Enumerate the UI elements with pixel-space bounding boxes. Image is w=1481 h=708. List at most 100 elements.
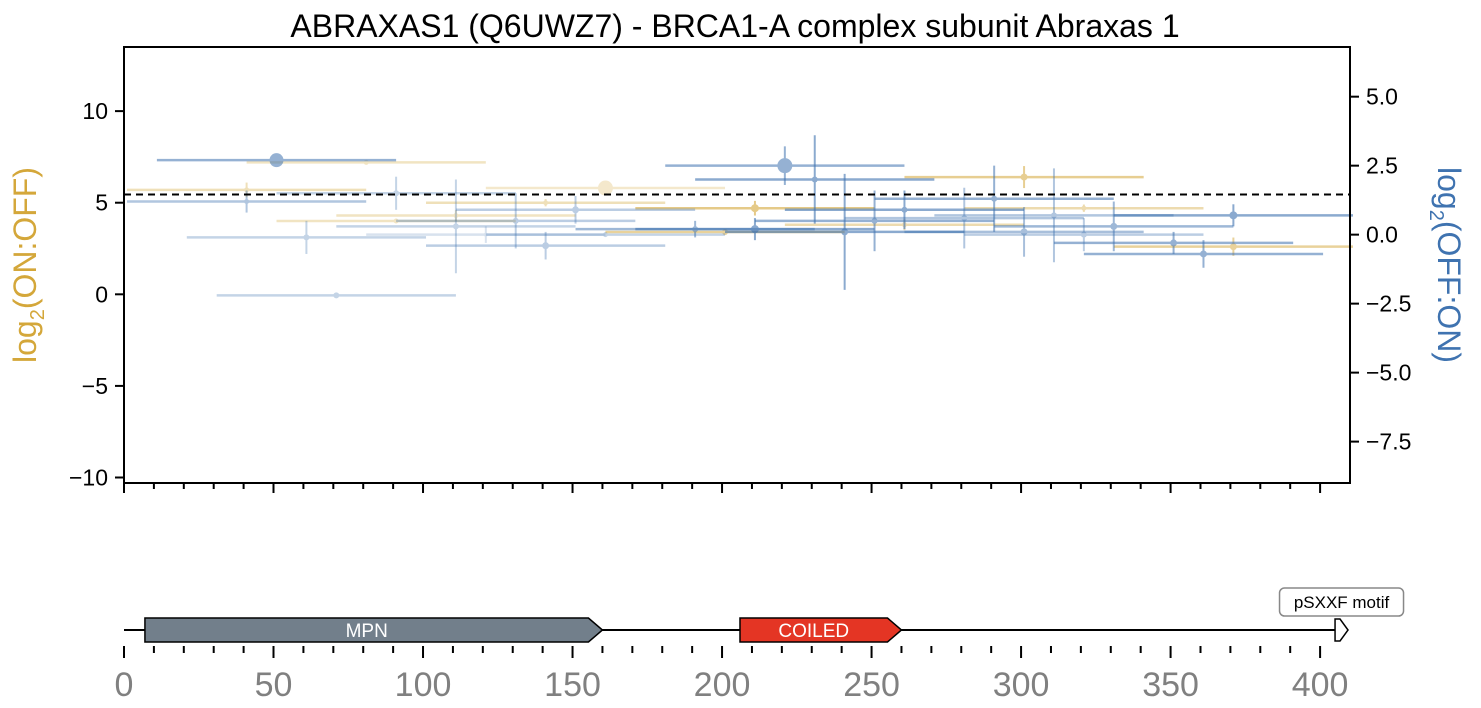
left-axis-ticks: 10 5 0 −5 −10 [69,98,124,491]
right-series-point-group [455,196,696,224]
right-series-point [841,228,849,236]
right-axis-label-sub: 2 [1425,210,1447,221]
plot-area [124,135,1353,299]
domain-label: MPN [346,621,388,642]
right-series-point [572,206,580,214]
right-series-point [871,217,878,224]
left-series-point [1229,243,1237,251]
right-series-point [542,242,550,250]
right-series-point [512,217,519,224]
left-tick-label: −5 [82,373,108,399]
left-tick-label: 10 [82,98,108,124]
left-tick-label: −10 [69,465,108,491]
domain-axis-tick-label: 200 [694,666,751,704]
right-axis-label: log2(OFF:ON) [1425,167,1467,363]
right-series-point-group [964,218,1204,252]
left-series-point-group [336,210,576,222]
chart-title: ABRAXAS1 (Q6UWZ7) - BRCA1-A complex subu… [290,8,1179,44]
right-series-point [483,232,488,237]
right-axis-ticks: 5.0 2.5 0.0 −2.5 −5.0 −7.5 [1350,84,1411,455]
right-tick-label: 5.0 [1366,84,1398,110]
right-series-point-group [874,165,1114,232]
right-series-point-group [1053,231,1294,254]
left-axis-label-rest: (ON:OFF) [7,167,43,309]
motif-arrow [1334,618,1349,642]
left-axis-label-sub: 2 [27,309,49,320]
domain-axis-tick-label: 0 [115,666,134,704]
left-series-point [750,204,759,213]
domain-axis-tick-label: 250 [843,666,900,704]
domain-axis-tick-label: 400 [1292,666,1349,704]
right-series-point-group [156,153,397,168]
left-series-point-group [485,180,726,196]
domain-axis-tick-label: 100 [395,666,452,704]
motif-callout-box [1278,587,1405,617]
left-series-point-group [904,166,1144,189]
left-series-point [1081,205,1087,211]
right-series-point [777,158,793,174]
right-series-point [1110,222,1118,230]
right-series-point [244,199,250,205]
right-tick-label: −7.5 [1366,429,1411,455]
domain-label: COILED [778,621,849,642]
right-series-point-group [216,292,456,299]
right-series-point [1080,231,1087,238]
right-series-point-group [1113,204,1353,227]
right-series-point [269,153,284,168]
right-tick-label: −5.0 [1366,360,1411,386]
left-axis-label-main: log [7,320,43,363]
left-series-point [543,200,549,206]
right-series-point [901,206,908,213]
left-axis-label: log2(ON:OFF) [7,167,49,363]
right-series-point [1050,212,1057,219]
right-series-point [1199,250,1207,258]
left-series-point-group [426,199,666,207]
left-series-point [393,218,399,224]
domain-axis-tick-label: 150 [544,666,601,704]
right-series-point [303,234,310,241]
right-tick-label: 0.0 [1366,222,1398,248]
right-series-point [811,176,818,183]
domain-axis-tick-label: 50 [255,666,293,704]
right-axis-label-rest: (OFF:ON) [1431,221,1467,363]
right-series-point [602,232,608,238]
right-series-point-group [784,190,1025,230]
protein-domain-track: MPN COILED pSXXF motif [124,587,1405,643]
left-series-point [597,180,613,196]
right-series-point-group [396,193,636,249]
domain-axis-tick-label: 350 [1142,666,1199,704]
right-series-point-group [336,179,576,274]
left-series-point-group [276,218,516,224]
domain-position-axis: 0 50 100 150 200 250 300 350 400 [115,646,1349,704]
right-series-point [991,195,998,202]
left-series-point-group [964,204,1204,212]
motif-callout-label: pSXXF motif [1294,593,1390,612]
plot-frame [123,46,1351,484]
right-series-point-group [1083,240,1324,268]
left-series-point [453,213,459,219]
right-tick-label: 2.5 [1366,153,1398,179]
right-series-point-group [754,190,995,252]
bottom-axis-ticks [123,483,1322,493]
right-series-point [961,215,968,222]
right-series-point-group [366,226,606,243]
right-series-point-group [904,207,1144,257]
domain-arrow [739,617,903,643]
right-axis-label-main: log [1431,167,1467,210]
right-series-point-group [186,220,427,254]
domain-arrow [144,617,604,643]
left-series-point [244,187,250,193]
left-tick-label: 0 [95,281,108,307]
left-series-point-group [635,200,875,216]
right-series-point [1229,211,1238,220]
right-tick-label: −2.5 [1366,291,1411,317]
domain-axis-tick-label: 300 [993,666,1050,704]
right-series-point [452,223,459,230]
right-series-point-group [725,173,965,290]
right-series-point-group [844,187,1084,249]
right-series-point [1020,228,1028,236]
right-series-point [333,292,340,299]
left-tick-label: 5 [95,190,108,216]
right-series-point-group [426,231,666,260]
